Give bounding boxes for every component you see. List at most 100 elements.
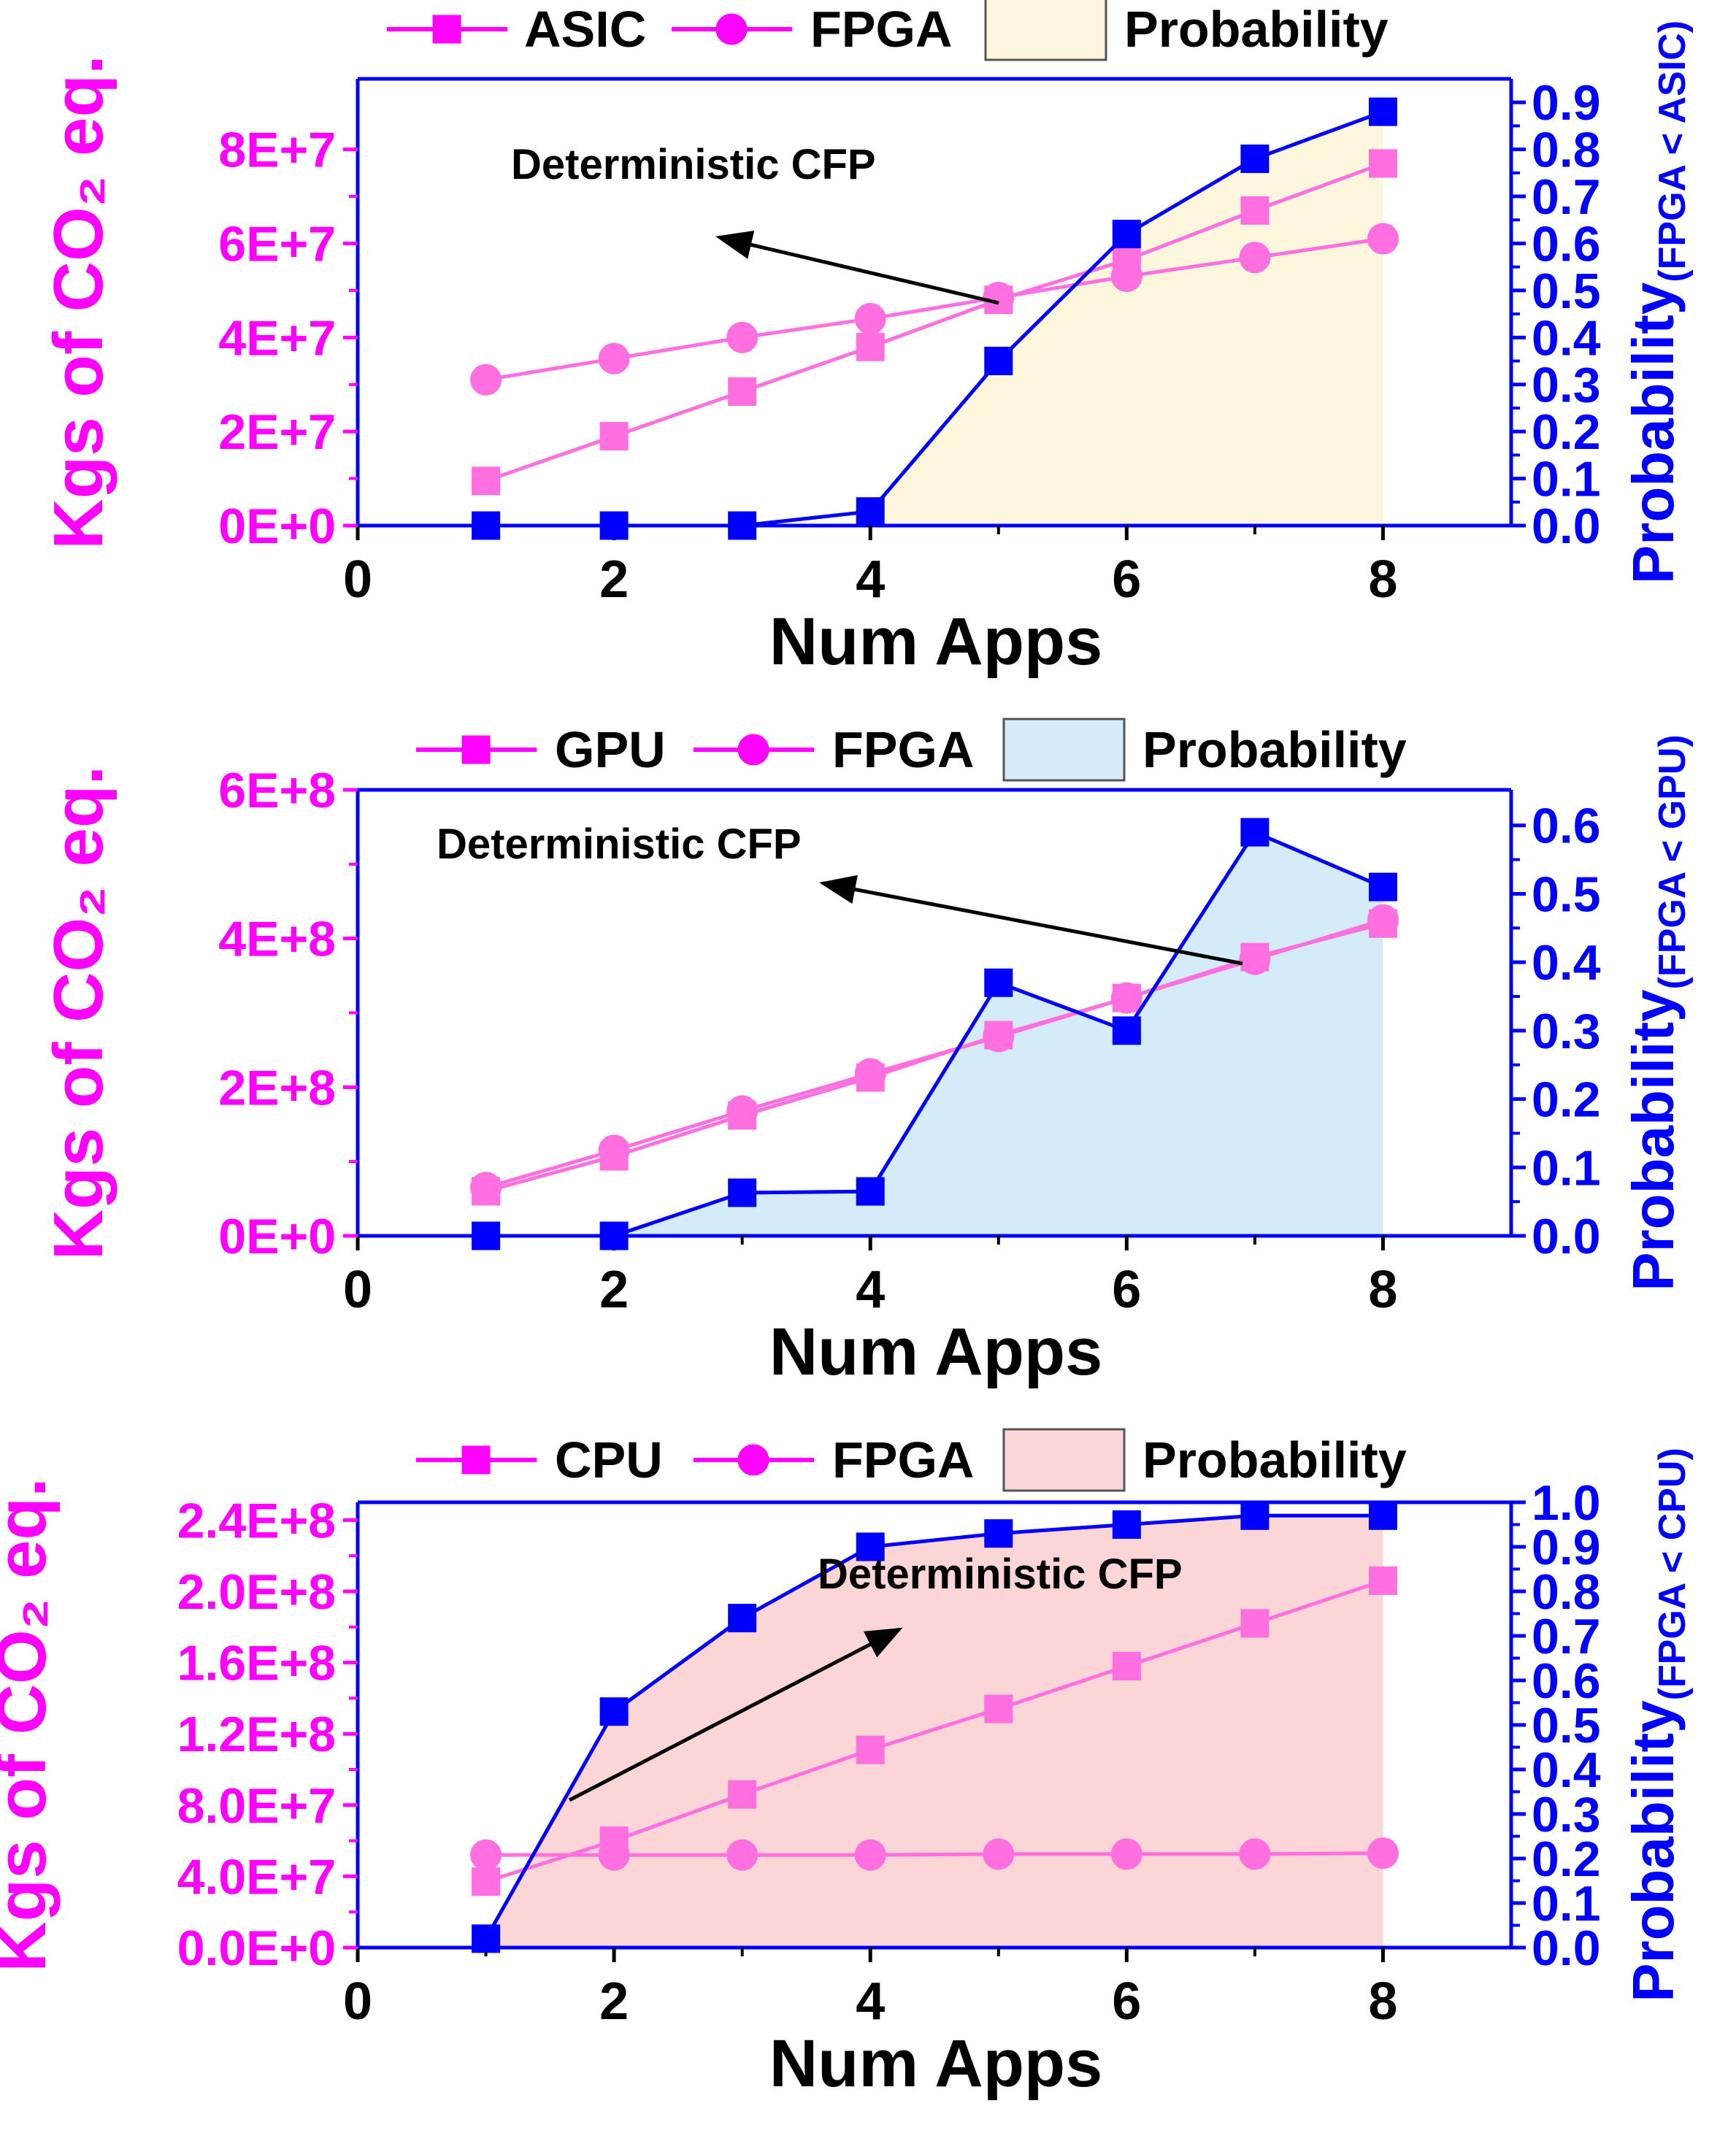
- y2-axis-title-main: Probability: [1621, 282, 1686, 584]
- y2-tick-label: 0.3: [1532, 358, 1601, 413]
- point-fpga: [470, 364, 502, 396]
- point-fpga: [1367, 223, 1399, 255]
- y2-axis-title: Probability(FPGA < CPU): [1621, 1448, 1694, 2002]
- legend-label-probability: Probability: [1124, 1, 1389, 58]
- y2-tick-label: 0.7: [1532, 1609, 1601, 1664]
- point-fpga: [598, 342, 630, 374]
- point-probability: [599, 511, 629, 540]
- y-tick-label: 2E+7: [218, 404, 336, 460]
- y-tick-label: 2.0E+8: [177, 1564, 336, 1620]
- point-fpga: [1110, 261, 1142, 293]
- point-cpu: [984, 1694, 1013, 1723]
- legend-label-probability: Probability: [1142, 1431, 1407, 1488]
- point-probability: [1240, 1501, 1270, 1530]
- y2-tick-label: 0.8: [1532, 123, 1601, 178]
- point-fpga: [1239, 943, 1271, 975]
- y2-tick-label: 0.4: [1532, 935, 1601, 991]
- point-probability: [984, 968, 1013, 997]
- x-tick-label: 8: [1368, 550, 1397, 609]
- y2-tick-label: 0.1: [1532, 1140, 1601, 1196]
- y2-axis-title-subscript: (FPGA < GPU): [1651, 734, 1694, 989]
- point-cpu: [1368, 1566, 1397, 1595]
- x-axis-title: Num Apps: [769, 2026, 1103, 2101]
- series-line-fpga: [485, 1851, 1383, 1857]
- point-fpga: [470, 1172, 502, 1204]
- annotation-label: Deterministic CFP: [818, 1550, 1183, 1598]
- y2-axis-title: Probability(FPGA < GPU): [1621, 734, 1694, 1291]
- legend-marker-fpga: [737, 1444, 769, 1476]
- point-probability: [856, 1177, 885, 1206]
- point-cpu: [856, 1735, 885, 1764]
- y-axis-title: Kgs of CO₂ eq.: [39, 55, 118, 549]
- point-asic: [728, 377, 757, 406]
- point-asic: [1368, 149, 1397, 178]
- legend-label-probability: Probability: [1142, 721, 1407, 778]
- y2-axis-title-subscript: (FPGA < ASIC): [1651, 20, 1694, 283]
- annotation-label: Deterministic CFP: [511, 141, 876, 188]
- legend-label-fpga: FPGA: [810, 1, 952, 58]
- point-probability: [472, 511, 501, 540]
- x-axis-title: Num Apps: [769, 604, 1103, 679]
- y2-tick-label: 0.2: [1532, 1072, 1601, 1128]
- legend-marker-fpga: [737, 734, 769, 766]
- point-fpga: [1367, 904, 1399, 936]
- y-axis-title: Kgs of CO₂ eq.: [0, 1477, 61, 1972]
- y2-tick-label: 0.2: [1532, 404, 1601, 460]
- x-tick-label: 4: [856, 1261, 885, 1319]
- legend-label-fpga: FPGA: [832, 721, 974, 778]
- point-probability: [1240, 818, 1270, 847]
- y-tick-label: 2.4E+8: [177, 1493, 336, 1548]
- point-fpga: [983, 1021, 1015, 1053]
- x-tick-label: 6: [1112, 1261, 1141, 1319]
- y-tick-label: 0E+0: [218, 1209, 336, 1264]
- point-fpga: [983, 282, 1015, 314]
- x-tick-label: 4: [856, 1972, 885, 2031]
- x-tick-label: 2: [599, 1972, 629, 2031]
- y2-axis-title-main: Probability: [1621, 989, 1686, 1291]
- y2-tick-label: 0.8: [1532, 1564, 1601, 1620]
- point-fpga: [1110, 1838, 1142, 1870]
- legend-swatch-probability: [1002, 1428, 1126, 1492]
- series-line-fpga: [485, 918, 1384, 1190]
- y2-tick-label: 0.0: [1532, 1921, 1601, 1976]
- series-line-probability: [485, 109, 1384, 528]
- point-probability: [728, 1604, 757, 1633]
- y-axis-title: Kgs of CO₂ eq.: [39, 766, 118, 1260]
- point-probability: [599, 1697, 629, 1726]
- y2-axis-title-subscript: (FPGA < CPU): [1651, 1448, 1694, 1700]
- point-fpga: [854, 1839, 886, 1871]
- x-tick-label: 6: [1112, 550, 1141, 609]
- point-fpga: [1110, 982, 1142, 1014]
- series-line-cpu: [485, 1578, 1384, 1884]
- annotation-arrow: [819, 875, 1243, 966]
- point-fpga: [726, 1095, 758, 1127]
- y2-tick-label: 0.0: [1532, 499, 1601, 554]
- point-cpu: [472, 1867, 501, 1896]
- point-fpga: [470, 1839, 502, 1871]
- annotation-arrow: [715, 230, 999, 305]
- y2-tick-label: 0.1: [1532, 1876, 1601, 1932]
- point-fpga: [598, 1839, 630, 1871]
- point-probability: [1368, 97, 1397, 126]
- series-line-fpga: [485, 237, 1383, 382]
- x-tick-label: 0: [343, 550, 372, 609]
- point-asic: [599, 422, 629, 451]
- point-fpga: [598, 1134, 630, 1167]
- x-tick-label: 4: [856, 550, 885, 609]
- legend-swatch-probability: [984, 0, 1107, 61]
- point-probability: [856, 497, 885, 526]
- y-tick-label: 4E+8: [218, 912, 336, 967]
- legend-marker-fpga: [715, 13, 748, 45]
- x-tick-label: 0: [343, 1972, 372, 2031]
- x-tick-label: 8: [1368, 1261, 1397, 1319]
- legend-label-asic: ASIC: [524, 1, 646, 58]
- x-tick-label: 0: [343, 1261, 372, 1319]
- series-line-probability: [484, 1513, 1383, 1940]
- point-probability: [728, 1178, 757, 1207]
- y2-tick-label: 0.6: [1532, 1653, 1601, 1709]
- point-fpga: [854, 303, 886, 335]
- y2-axis-title: Probability(FPGA < ASIC): [1621, 20, 1694, 584]
- y2-tick-label: 0.9: [1532, 1520, 1601, 1575]
- point-fpga: [983, 1838, 1015, 1870]
- annotation-label: Deterministic CFP: [437, 820, 802, 868]
